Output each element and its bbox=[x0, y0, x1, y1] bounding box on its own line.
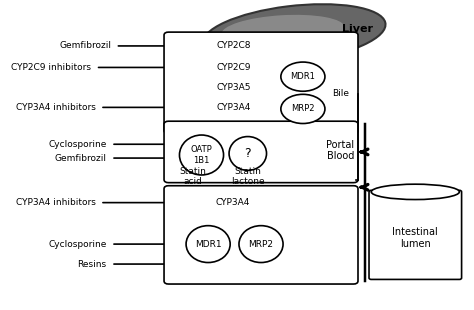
FancyBboxPatch shape bbox=[164, 121, 358, 183]
Ellipse shape bbox=[186, 226, 230, 263]
Text: Liver: Liver bbox=[343, 24, 374, 34]
Text: CYP2C8: CYP2C8 bbox=[217, 42, 251, 51]
Text: Statin
acid: Statin acid bbox=[179, 167, 206, 186]
Text: Cyclosporine: Cyclosporine bbox=[48, 240, 107, 249]
Text: CYP3A4: CYP3A4 bbox=[215, 198, 249, 207]
Text: Resins: Resins bbox=[78, 259, 107, 268]
Ellipse shape bbox=[281, 62, 325, 91]
Ellipse shape bbox=[203, 4, 385, 63]
Text: Bile: Bile bbox=[332, 89, 349, 98]
Text: CYP3A4 inhibitors: CYP3A4 inhibitors bbox=[16, 103, 96, 112]
Ellipse shape bbox=[371, 184, 459, 200]
Ellipse shape bbox=[281, 94, 325, 123]
Text: Gemfibrozil: Gemfibrozil bbox=[55, 153, 107, 162]
Text: MRP2: MRP2 bbox=[248, 240, 273, 249]
Text: ?: ? bbox=[245, 147, 251, 160]
Text: CYP2C9 inhibitors: CYP2C9 inhibitors bbox=[11, 63, 91, 72]
Text: Gemfibrozil: Gemfibrozil bbox=[59, 42, 111, 51]
Ellipse shape bbox=[221, 15, 345, 46]
Text: CYP3A4: CYP3A4 bbox=[217, 103, 251, 112]
Text: MDR1: MDR1 bbox=[291, 72, 315, 81]
FancyBboxPatch shape bbox=[369, 190, 462, 279]
Text: MDR1: MDR1 bbox=[195, 240, 221, 249]
Ellipse shape bbox=[180, 135, 224, 175]
Text: OATP
1B1: OATP 1B1 bbox=[191, 145, 212, 165]
Text: Intestinal
lumen: Intestinal lumen bbox=[392, 227, 438, 249]
Ellipse shape bbox=[239, 226, 283, 263]
Text: CYP2C9: CYP2C9 bbox=[217, 63, 251, 72]
FancyBboxPatch shape bbox=[164, 32, 358, 134]
Text: Statin
lactone: Statin lactone bbox=[231, 167, 264, 186]
Text: CYP3A5: CYP3A5 bbox=[217, 83, 251, 92]
FancyBboxPatch shape bbox=[164, 186, 358, 284]
Text: CYP3A4 inhibitors: CYP3A4 inhibitors bbox=[16, 198, 96, 207]
Text: MRP2: MRP2 bbox=[291, 104, 315, 113]
Text: Portal
Blood: Portal Blood bbox=[326, 140, 355, 161]
Ellipse shape bbox=[229, 137, 266, 171]
Text: Cyclosporine: Cyclosporine bbox=[48, 140, 107, 149]
